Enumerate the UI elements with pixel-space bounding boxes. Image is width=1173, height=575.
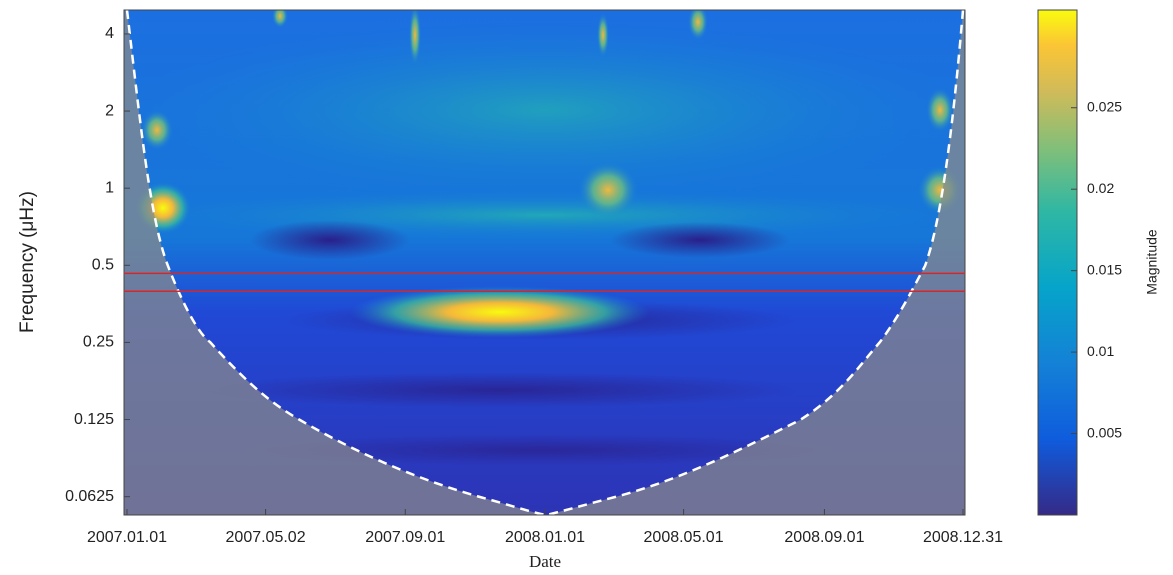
y-tick-label: 0.0625 (65, 488, 114, 505)
x-axis-label: Date (529, 552, 561, 571)
colorbar-tick-label: 0.025 (1087, 98, 1122, 114)
y-tick-label: 0.25 (83, 334, 114, 351)
colorbar-tick-label: 0.015 (1087, 261, 1122, 277)
y-tick-label: 4 (105, 25, 114, 42)
x-tick-label: 2008.05.01 (644, 529, 724, 546)
x-tick-label: 2008.01.01 (505, 529, 585, 546)
x-tick-label: 2007.09.01 (365, 529, 445, 546)
colorbar (1037, 9, 1078, 516)
x-tick-label: 2007.01.01 (87, 529, 167, 546)
colorbar-label: Magnitude (1144, 229, 1160, 295)
y-tick-label: 0.5 (92, 257, 114, 274)
x-tick-label: 2007.05.02 (226, 529, 306, 546)
y-tick-label: 1 (105, 179, 114, 196)
x-tick-label: 2008.12.31 (923, 529, 1003, 546)
colorbar-tick-label: 0.02 (1087, 180, 1114, 196)
scalogram (124, 10, 965, 515)
x-tick-label: 2008.09.01 (784, 529, 864, 546)
y-tick-label: 0.125 (74, 411, 114, 428)
y-tick-label: 2 (105, 102, 114, 119)
colorbar-tick-label: 0.005 (1087, 424, 1122, 440)
colorbar-tick-label: 0.01 (1087, 343, 1114, 359)
y-axis-label: Frequency (μHz) (17, 191, 38, 333)
